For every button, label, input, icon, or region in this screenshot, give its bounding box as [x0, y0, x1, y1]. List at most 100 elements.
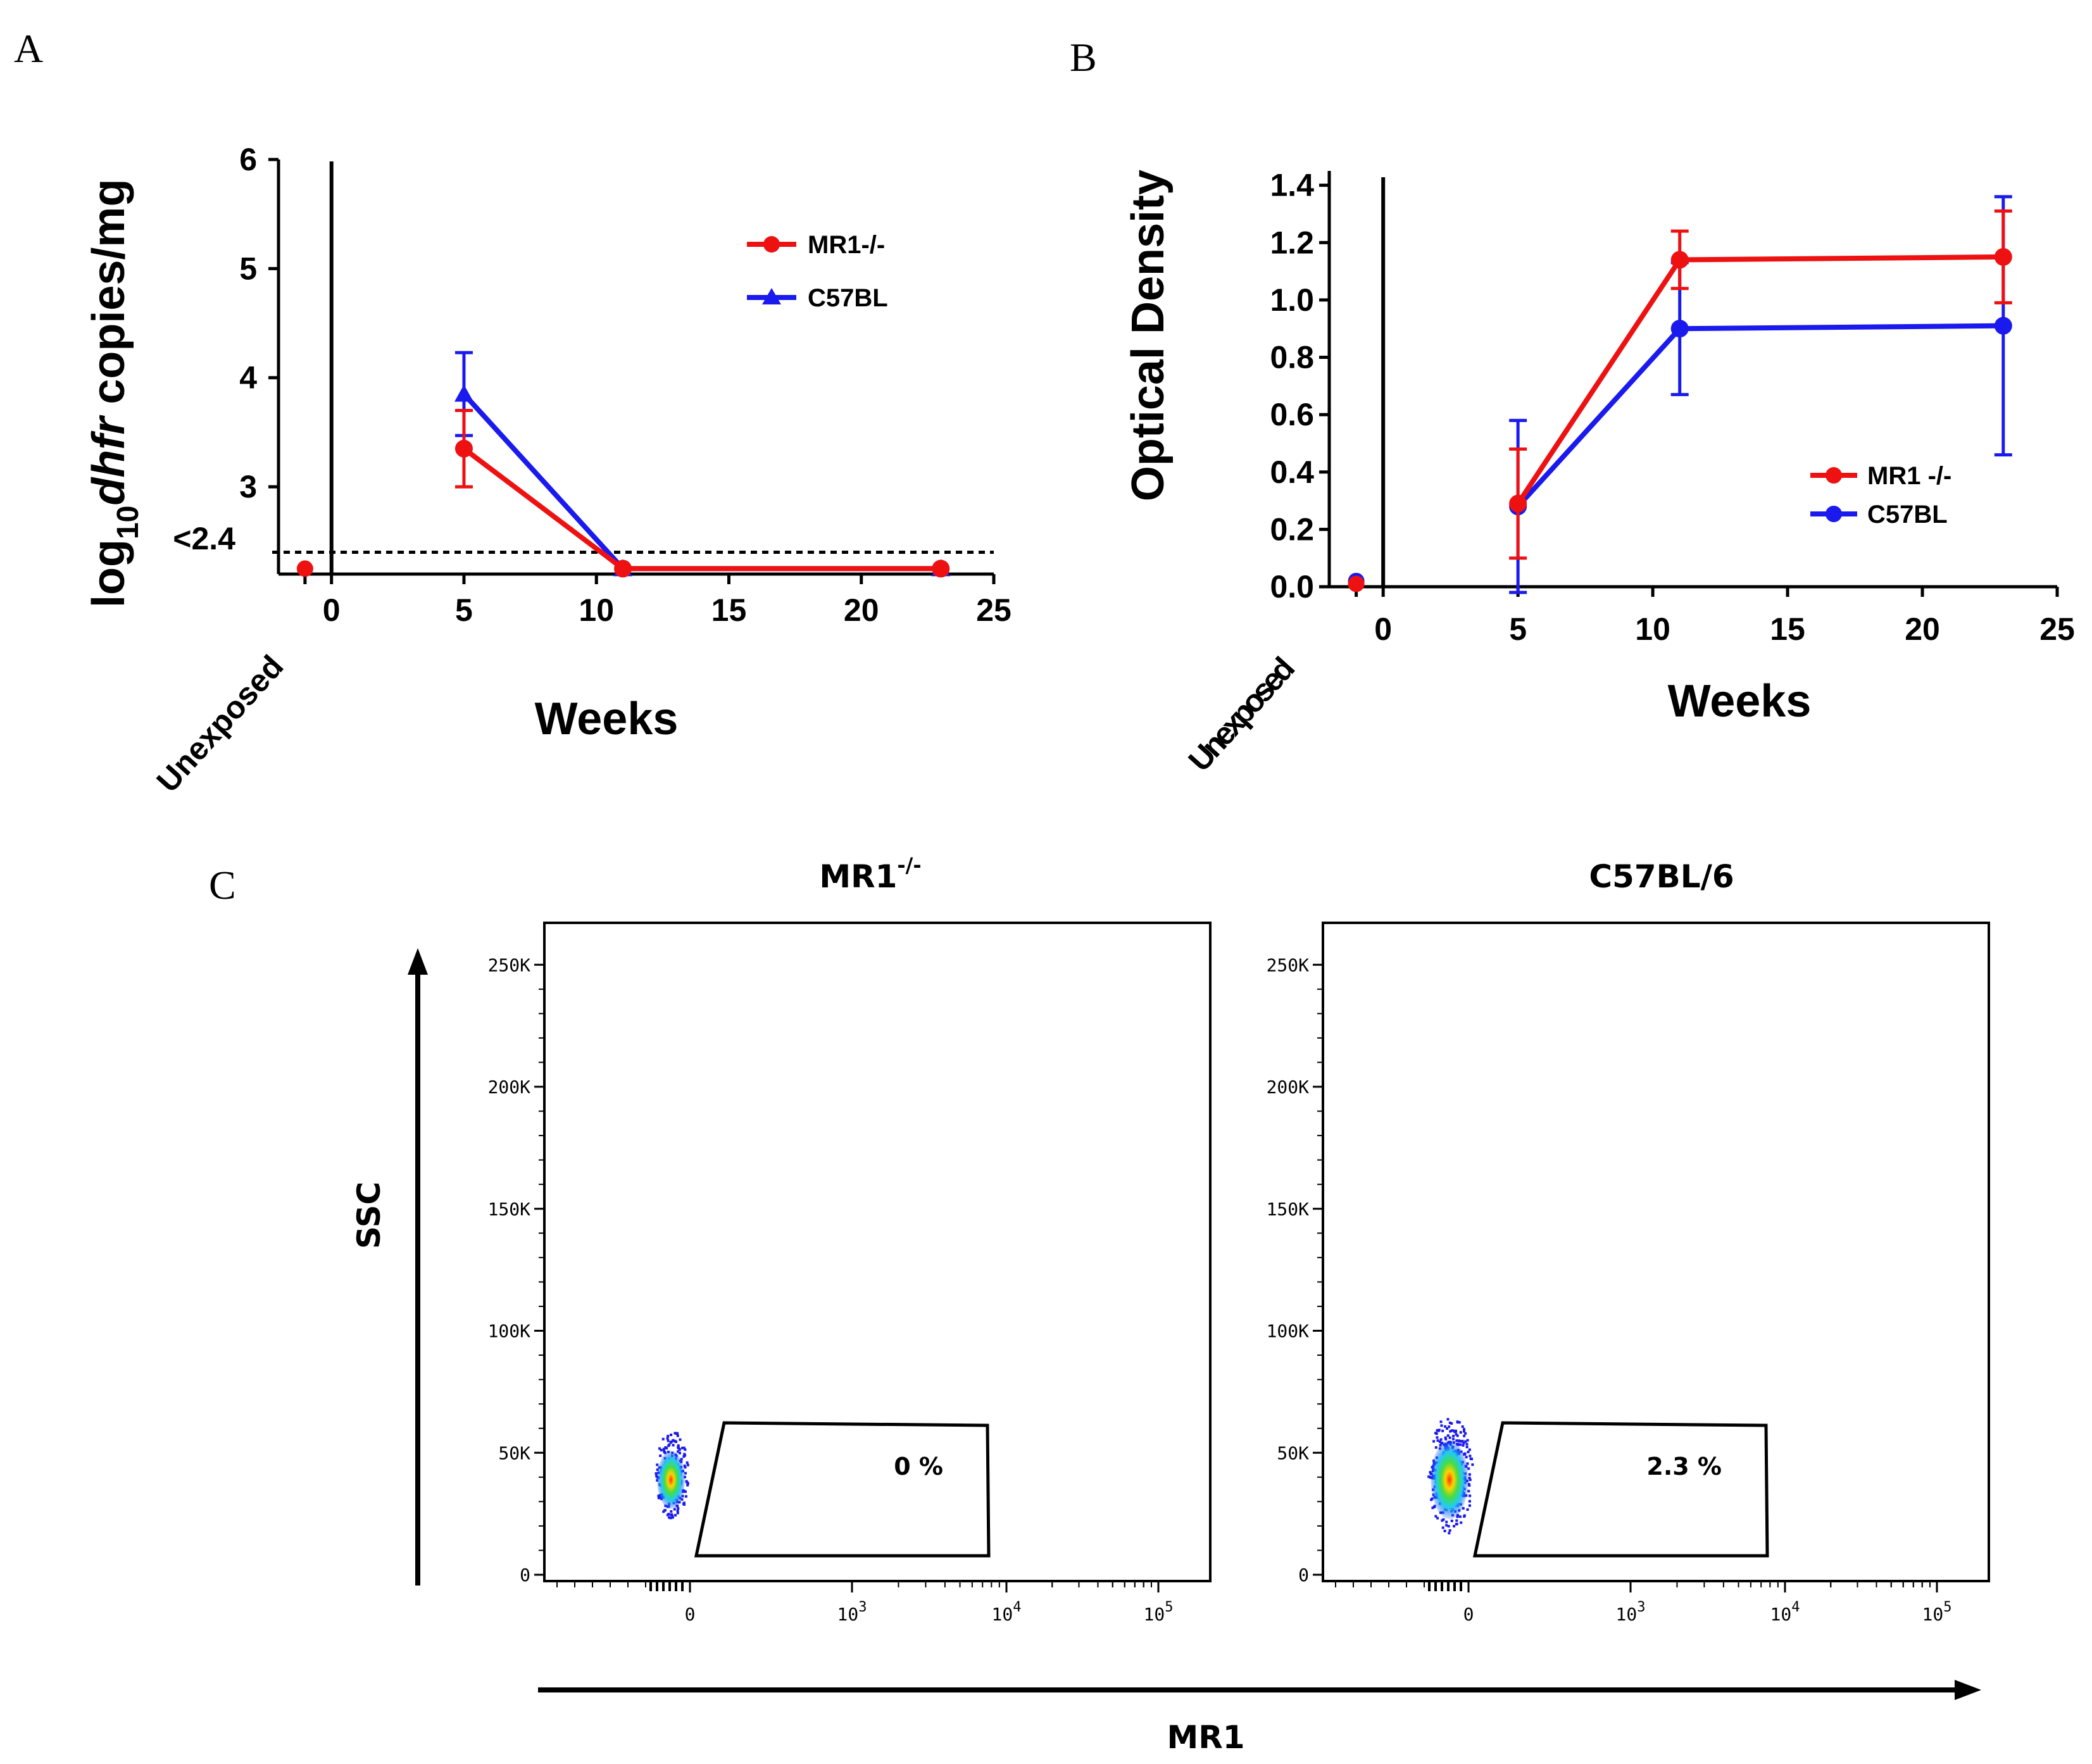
chart-1-mr1-point	[1994, 247, 2012, 266]
flow-right-event	[1431, 1506, 1434, 1510]
panel-label-c: C	[209, 863, 236, 908]
ssc-arrow-head	[408, 948, 428, 975]
flow-right-ytick-label: 100K	[1267, 1321, 1310, 1342]
flow-left-event	[686, 1461, 689, 1464]
flow-left-title: MR1-/-	[819, 853, 921, 895]
flow-right-xtick-exp: 5	[1943, 1599, 1951, 1615]
flow-left-xtick-base: 10	[1144, 1604, 1165, 1625]
flow-left-event	[677, 1450, 680, 1453]
flow-right-event	[1460, 1521, 1463, 1524]
flow-left-xtick-exp: 3	[858, 1599, 867, 1615]
chart-b-legend-c57-marker	[1826, 506, 1842, 522]
flow-right-event	[1442, 1518, 1445, 1521]
chart-b: 1.4 1.2 1.0 0.8 0.6 0.4 0.2 0.0 0 5 10 15 20 25 Optic…	[1123, 168, 2075, 779]
flow-right-density-core	[1431, 1440, 1469, 1520]
chart-0-c57-point	[454, 384, 473, 402]
flow-left-ytick-label: 0	[520, 1565, 530, 1586]
flow-left-event	[684, 1475, 687, 1479]
flow-right-event	[1451, 1429, 1455, 1432]
chart-1-xtick-label: 10	[1635, 611, 1670, 647]
flow-left-event	[676, 1511, 679, 1515]
flow-right-event	[1463, 1430, 1466, 1433]
chart-a-legend-c57-text: C57BL	[808, 284, 888, 312]
chart-0-ytick-label: 5	[239, 251, 257, 286]
flow-right-event	[1441, 1429, 1444, 1432]
chart-1-mr1-point	[1509, 494, 1527, 513]
flow-left-event	[667, 1439, 670, 1442]
flow-right-xtick-exp: 3	[1637, 1599, 1645, 1615]
flow-right-event	[1465, 1446, 1469, 1449]
flow-left-event	[661, 1437, 665, 1441]
chart-1-ytick-label: 1.4	[1270, 168, 1314, 203]
flow-right-event	[1454, 1430, 1457, 1433]
flow-right-ytick-label: 150K	[1267, 1199, 1310, 1220]
flow-left-event	[682, 1446, 686, 1449]
chart-a-legend-mr1-text: MR1-/-	[808, 231, 885, 259]
flow-left-event	[685, 1480, 688, 1483]
chart-0-mr1-point	[932, 560, 950, 578]
flow-left-event	[659, 1454, 662, 1458]
chart-1-ytick-label: 0.8	[1270, 340, 1314, 375]
flow-left-event	[663, 1509, 667, 1512]
flow-left-event	[673, 1439, 677, 1442]
flow-right-event	[1432, 1440, 1436, 1443]
flow-left-event	[655, 1475, 658, 1478]
flow-right-event	[1429, 1471, 1432, 1474]
flow-left-event	[674, 1513, 677, 1517]
flow-left-event	[686, 1482, 689, 1485]
flow-right-ytick-label: 200K	[1267, 1077, 1310, 1098]
flow-right-event	[1434, 1446, 1437, 1449]
flow-left-event	[678, 1448, 681, 1451]
chart-c: MR1-/- C57BL/6 SSC MR1 250K200K150K100K5…	[351, 853, 1990, 1756]
flow-right-event	[1427, 1475, 1431, 1479]
flow-right-event	[1460, 1440, 1463, 1443]
flow-right-event	[1452, 1437, 1455, 1441]
flow-right-event	[1464, 1432, 1467, 1435]
flow-right-event	[1439, 1444, 1442, 1447]
chart-0-xtick-label: 10	[579, 592, 614, 628]
flow-right-event	[1455, 1439, 1458, 1442]
chart-a-ylabel-prefix: log	[84, 539, 134, 608]
flow-left-event	[669, 1441, 672, 1444]
flow-right-event	[1437, 1429, 1440, 1432]
flow-right-event	[1433, 1504, 1436, 1508]
flow-right-event	[1469, 1454, 1472, 1458]
flow-right-xtick-base: 10	[1770, 1604, 1792, 1625]
flow-right-event	[1461, 1439, 1464, 1442]
flow-right-event	[1465, 1456, 1468, 1459]
chart-a-ylabel-italic: dhfr	[84, 415, 134, 506]
flow-right-event	[1429, 1476, 1432, 1479]
chart-0-mr1-point	[614, 560, 632, 578]
flow-left-event	[669, 1517, 672, 1520]
chart-0-mr1-unexposed-point	[296, 560, 313, 577]
flow-left-event	[656, 1468, 659, 1472]
flow-left-event	[657, 1496, 660, 1499]
flow-right-event	[1455, 1519, 1458, 1522]
flow-left-event	[680, 1498, 684, 1501]
flow-left-event	[677, 1507, 680, 1510]
chart-1-ytick-label: 0.0	[1270, 569, 1314, 604]
flow-right-event	[1448, 1425, 1451, 1429]
chart-0-mr1-point	[454, 439, 473, 458]
flow-left-ytick-label: 100K	[488, 1321, 531, 1342]
chart-b-legend-mr1-marker	[1826, 467, 1842, 484]
flow-right-event	[1440, 1424, 1443, 1427]
chart-1-xtick-label: 25	[2039, 611, 2075, 647]
flow-right-event	[1466, 1508, 1469, 1511]
flow-right-event	[1446, 1427, 1449, 1430]
flow-right-title: C57BL/6	[1589, 858, 1734, 895]
flow-left-event	[679, 1438, 682, 1441]
flow-left-event	[664, 1446, 667, 1449]
chart-0-xtick-label: 25	[976, 592, 1012, 628]
chart-0-xtick-label: 20	[844, 592, 879, 628]
flow-left-event	[677, 1444, 680, 1447]
flow-right-event	[1468, 1477, 1471, 1480]
flow-left-event	[676, 1434, 679, 1437]
flow-right-xtick-exp: 4	[1791, 1599, 1800, 1615]
flow-right-event	[1461, 1425, 1464, 1429]
flow-right-event	[1462, 1444, 1465, 1447]
flow-right-event	[1439, 1438, 1443, 1441]
flow-right-event	[1444, 1425, 1447, 1428]
